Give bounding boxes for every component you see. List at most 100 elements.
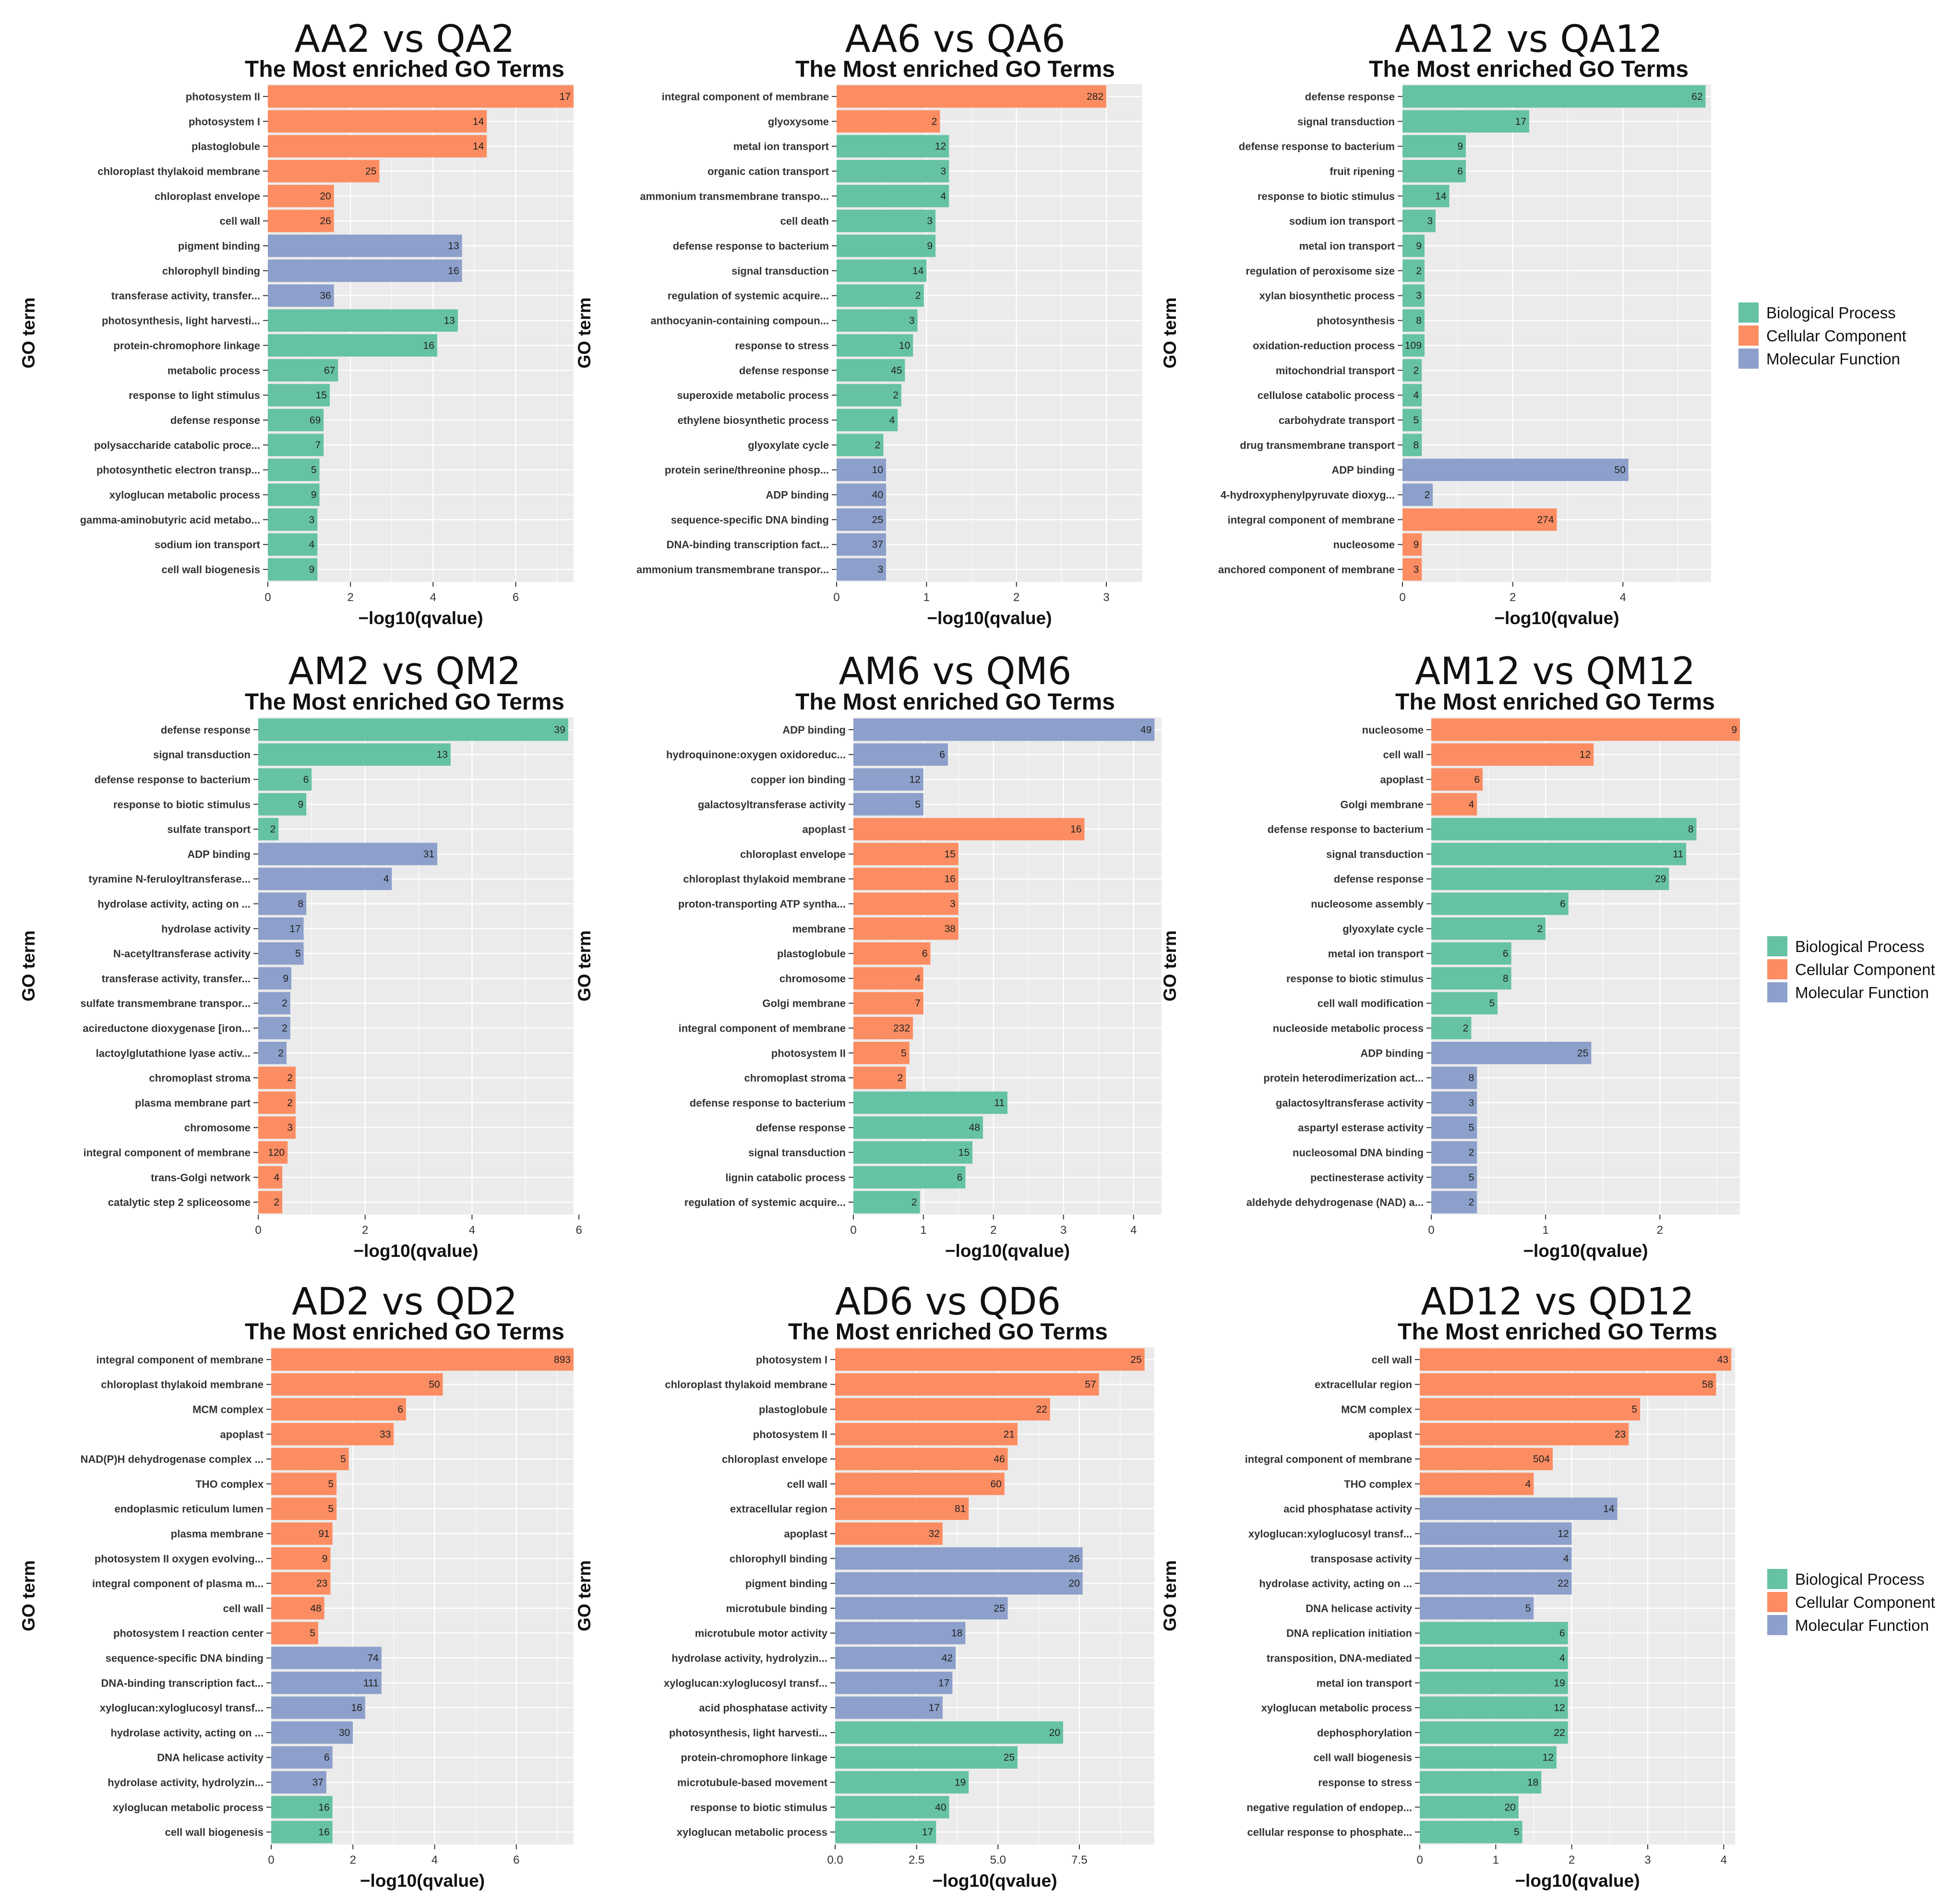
chart-subtitle: The Most enriched GO Terms xyxy=(788,1319,1108,1345)
category-label: cellular response to phosphate... xyxy=(1247,1826,1412,1838)
x-tick-label: 4 xyxy=(1620,591,1626,604)
category-label: plastoglobule xyxy=(192,141,260,153)
bar xyxy=(1420,1447,1553,1470)
bar-count-label: 5 xyxy=(915,799,921,810)
bar xyxy=(835,1348,1145,1371)
bar-count-label: 30 xyxy=(339,1727,350,1738)
category-label: pigment binding xyxy=(745,1578,827,1590)
bar xyxy=(268,209,334,232)
bar-count-label: 33 xyxy=(380,1429,391,1440)
bar xyxy=(853,818,1085,841)
bar xyxy=(1402,508,1557,531)
bar xyxy=(853,1141,973,1164)
x-tick-label: 1 xyxy=(1493,1854,1499,1867)
category-label: cell wall xyxy=(787,1478,827,1490)
bar xyxy=(258,1091,296,1114)
bar xyxy=(835,1398,1050,1421)
bar xyxy=(258,1017,290,1039)
bar xyxy=(837,234,936,257)
category-label: cell wall xyxy=(223,1603,264,1615)
bar xyxy=(1402,558,1422,581)
x-tick-label: 4 xyxy=(469,1224,475,1237)
bar-count-label: 22 xyxy=(1036,1404,1047,1415)
category-label: glyoxysome xyxy=(768,116,829,128)
bar xyxy=(835,1671,953,1694)
category-label: defense response xyxy=(739,364,829,376)
bar xyxy=(268,309,458,332)
category-label: galactosyltransferase activity xyxy=(1276,1097,1424,1109)
bar-count-label: 57 xyxy=(1085,1379,1096,1390)
bar-count-label: 9 xyxy=(283,973,288,984)
category-label: cellulose catabolic process xyxy=(1258,389,1395,401)
bar xyxy=(258,768,312,791)
bar xyxy=(268,508,318,531)
bar xyxy=(1420,1497,1618,1520)
category-label: chloroplast envelope xyxy=(155,190,260,202)
category-label: response to stress xyxy=(1318,1777,1412,1789)
bar xyxy=(258,868,392,891)
legend-label: Cellular Component xyxy=(1795,1593,1935,1611)
bar-count-label: 23 xyxy=(1615,1429,1626,1440)
bar-count-label: 4 xyxy=(1563,1553,1569,1564)
bar-count-label: 8 xyxy=(1416,315,1422,326)
bar-count-label: 45 xyxy=(891,365,902,376)
category-label: protein serine/threonine phosp... xyxy=(665,464,829,476)
bar-count-label: 7 xyxy=(315,440,321,451)
bar xyxy=(271,1472,337,1495)
legend-swatch xyxy=(1767,1569,1787,1589)
x-tick-label: 2 xyxy=(1510,591,1516,604)
chart-subtitle: The Most enriched GO Terms xyxy=(1369,57,1689,82)
bar-count-label: 10 xyxy=(899,340,910,351)
bar-count-label: 11 xyxy=(994,1097,1005,1109)
x-axis-label: −log10(qvalue) xyxy=(353,1241,478,1261)
category-label: defense response xyxy=(170,414,260,426)
bar xyxy=(835,1572,1083,1595)
category-label: xyloglucan:xyloglucosyl transf... xyxy=(664,1677,827,1689)
bar-count-label: 5 xyxy=(328,1479,334,1490)
category-label: photosynthesis, light harvesti... xyxy=(102,315,260,327)
bar-count-label: 5 xyxy=(1631,1404,1637,1415)
category-label: mitochondrial transport xyxy=(1276,364,1395,376)
category-label: ADP binding xyxy=(1360,1047,1424,1059)
bar xyxy=(835,1547,1083,1570)
bar-count-label: 16 xyxy=(351,1702,362,1713)
bar xyxy=(853,967,923,990)
bar xyxy=(1420,1820,1522,1844)
legend: Biological Process Cellular Component Mole… xyxy=(1738,302,1906,369)
bar-count-label: 2 xyxy=(1416,265,1422,277)
bar-count-label: 81 xyxy=(955,1504,966,1515)
x-tick-label: 3 xyxy=(1060,1224,1066,1237)
bar-count-label: 6 xyxy=(1503,948,1509,959)
category-label: aspartyl esterase activity xyxy=(1298,1122,1424,1134)
category-label: chloroplast envelope xyxy=(722,1453,827,1465)
category-label: defense response xyxy=(1305,91,1395,103)
bar xyxy=(1431,1141,1477,1164)
category-label: regulation of systemic acquire... xyxy=(684,1196,846,1208)
bar xyxy=(1420,1622,1568,1645)
x-tick-label: 6 xyxy=(513,591,519,604)
bar xyxy=(853,1191,920,1214)
bar-count-label: 3 xyxy=(877,564,883,575)
bar xyxy=(1402,259,1425,282)
bar-count-label: 25 xyxy=(1130,1354,1141,1365)
category-label: plastoglobule xyxy=(777,948,846,960)
category-label: lignin catabolic process xyxy=(725,1171,846,1183)
category-label: hydrolase activity, acting on ... xyxy=(97,898,251,910)
bar xyxy=(1420,1597,1534,1620)
bar-count-label: 2 xyxy=(282,1023,288,1034)
bar xyxy=(1402,359,1422,382)
bar xyxy=(853,942,931,965)
category-label: acid phosphatase activity xyxy=(1283,1503,1413,1515)
bar-count-label: 8 xyxy=(1469,1073,1474,1084)
category-label: defense response to bacterium xyxy=(1268,823,1424,835)
bar xyxy=(837,533,887,556)
category-label: integral component of membrane xyxy=(96,1354,264,1366)
bar xyxy=(837,558,887,581)
category-label: xyloglucan metabolic process xyxy=(677,1826,827,1838)
category-label: Golgi membrane xyxy=(1340,798,1424,810)
bar-count-label: 20 xyxy=(1049,1727,1060,1738)
chart-subtitle: The Most enriched GO Terms xyxy=(795,57,1115,82)
category-label: xyloglucan metabolic process xyxy=(109,489,260,501)
bar-count-label: 58 xyxy=(1702,1379,1713,1390)
